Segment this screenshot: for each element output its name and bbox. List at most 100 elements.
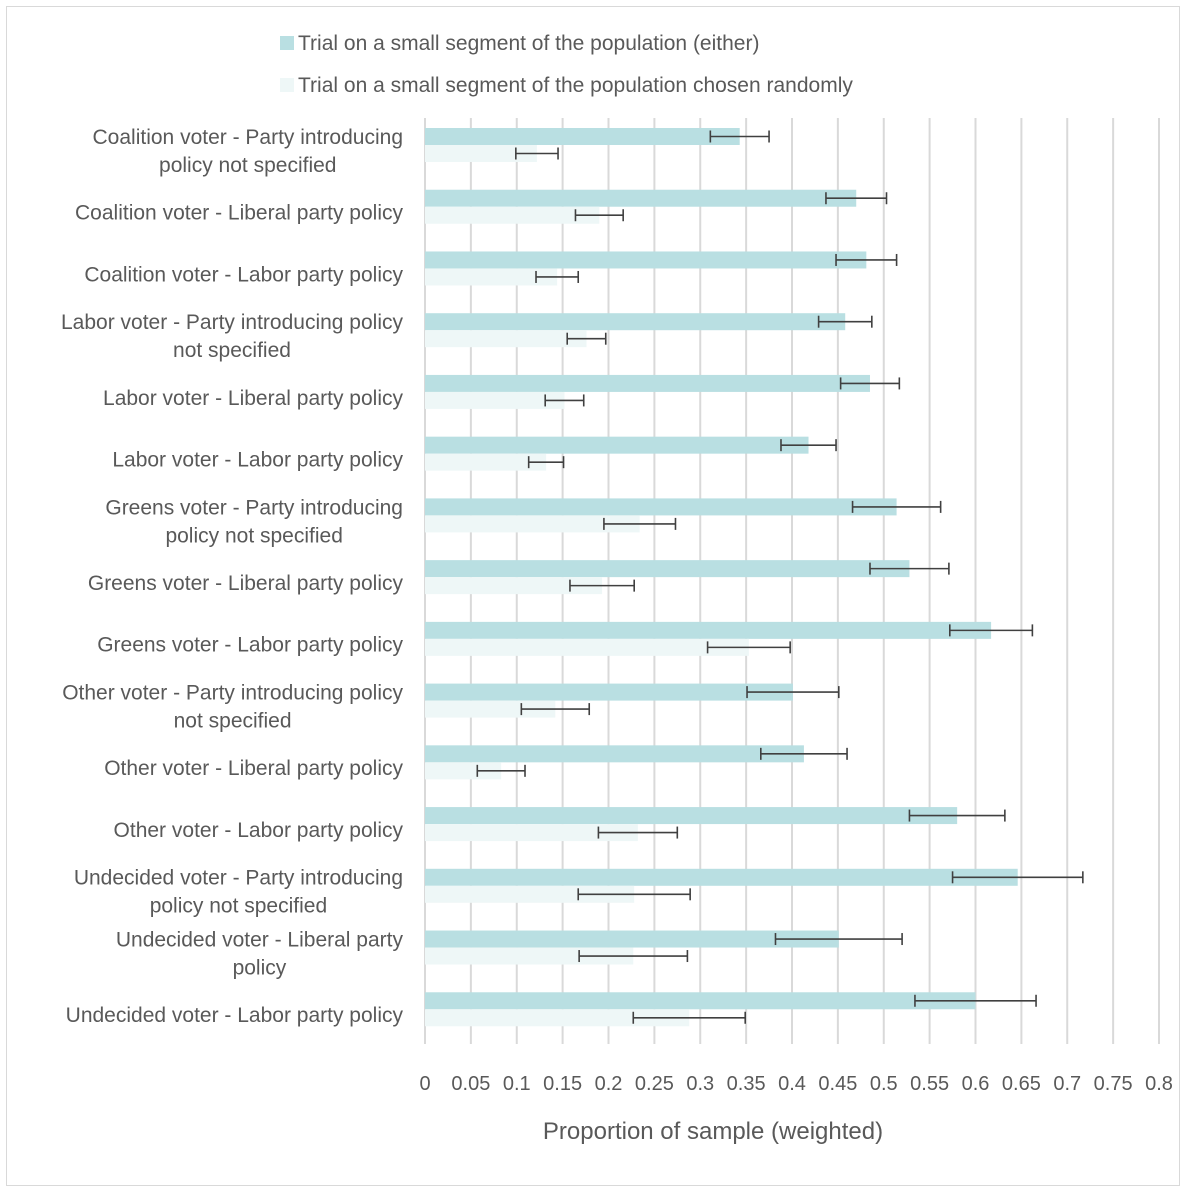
bar-series1-13 bbox=[425, 930, 839, 948]
category-label-line: not specified bbox=[173, 339, 291, 362]
category-label-line: policy not specified bbox=[159, 154, 336, 177]
error-bar-series1-9 bbox=[746, 686, 840, 699]
category-label-line: Coalition voter - Labor party policy bbox=[84, 263, 403, 286]
x-tick-label-8: 0.4 bbox=[778, 1073, 806, 1095]
category-label-line: not specified bbox=[174, 709, 292, 732]
category-label-line: Other voter - Liberal party policy bbox=[104, 757, 403, 780]
bar-series1-14 bbox=[425, 992, 976, 1010]
bar-series2-11 bbox=[425, 824, 638, 842]
category-label-line: policy not specified bbox=[165, 524, 342, 547]
error-bar-series2-14 bbox=[632, 1011, 747, 1024]
error-bar-series1-14 bbox=[914, 994, 1037, 1007]
error-bar-series1-10 bbox=[760, 747, 848, 760]
category-label-line: Other voter - Labor party policy bbox=[114, 819, 404, 842]
category-label-5: Labor voter - Labor party policy bbox=[112, 449, 403, 472]
category-label-line: Labor voter - Liberal party policy bbox=[103, 387, 403, 410]
x-tick-label-9: 0.45 bbox=[818, 1073, 857, 1095]
bar-series2-7 bbox=[425, 577, 603, 595]
error-bar-series1-4 bbox=[839, 377, 901, 390]
bar-series2-0 bbox=[425, 145, 537, 162]
category-label-line: Labor voter - Party introducing policy bbox=[61, 311, 403, 334]
bar-series2-1 bbox=[425, 206, 600, 224]
category-label-line: Undecided voter - Liberal party bbox=[116, 928, 404, 951]
legend-swatch-1 bbox=[280, 36, 294, 50]
x-tick-label-3: 0.15 bbox=[543, 1073, 582, 1095]
category-label-3: Labor voter - Party introducing policy no… bbox=[61, 311, 403, 362]
x-tick-label-1: 0.05 bbox=[451, 1073, 490, 1095]
x-tick-label-16: 0.8 bbox=[1145, 1073, 1173, 1095]
error-bar-series2-2 bbox=[535, 270, 580, 283]
category-label-14: Undecided voter - Labor party policy bbox=[66, 1004, 404, 1027]
bar-series2-6 bbox=[425, 515, 640, 533]
error-bar-series2-1 bbox=[574, 209, 624, 222]
error-bar-series2-4 bbox=[544, 394, 585, 407]
bar-series1-8 bbox=[425, 621, 992, 639]
category-label-line: policy bbox=[233, 956, 287, 979]
bar-series2-4 bbox=[425, 391, 565, 409]
category-label-line: policy not specified bbox=[150, 895, 327, 918]
x-tick-label-13: 0.65 bbox=[1002, 1073, 1041, 1095]
x-tick-label-4: 0.2 bbox=[595, 1073, 623, 1095]
error-bar-series1-0 bbox=[709, 130, 770, 143]
category-label-line: Labor voter - Labor party policy bbox=[112, 449, 403, 472]
error-bar-series2-5 bbox=[527, 456, 565, 469]
x-tick-label-14: 0.7 bbox=[1053, 1073, 1081, 1095]
category-label-line: Coalition voter - Liberal party policy bbox=[75, 202, 403, 225]
bar-series2-9 bbox=[425, 700, 556, 718]
x-axis-title: Proportion of sample (weighted) bbox=[543, 1118, 883, 1145]
error-bar-series2-13 bbox=[578, 950, 689, 963]
legend-label-1: Trial on a small segment of the populati… bbox=[298, 32, 759, 55]
x-tick-label-5: 0.25 bbox=[635, 1073, 674, 1095]
category-label-2: Coalition voter - Labor party policy bbox=[84, 263, 403, 286]
category-label-12: Undecided voter - Party introducing polic… bbox=[74, 867, 403, 918]
category-label-line: Undecided voter - Party introducing bbox=[74, 867, 403, 890]
category-labels: Coalition voter - Party introducing polic… bbox=[61, 126, 403, 1027]
bar-series1-9 bbox=[425, 683, 793, 701]
error-bar-series1-12 bbox=[951, 871, 1084, 884]
legend-item-1: Trial on a small segment of the populati… bbox=[280, 32, 759, 55]
bar-series2-8 bbox=[425, 638, 749, 656]
category-label-line: Greens voter - Liberal party policy bbox=[88, 572, 404, 595]
legend-item-2: Trial on a small segment of the populati… bbox=[280, 74, 853, 97]
x-tick-label-11: 0.55 bbox=[910, 1073, 949, 1095]
bar-series1-10 bbox=[425, 745, 804, 763]
category-label-line: Greens voter - Party introducing bbox=[105, 496, 403, 519]
error-bar-series1-5 bbox=[780, 439, 837, 452]
category-label-7: Greens voter - Liberal party policy bbox=[88, 572, 404, 595]
bar-series2-2 bbox=[425, 268, 558, 286]
category-label-4: Labor voter - Liberal party policy bbox=[103, 387, 403, 410]
legend-swatch-2 bbox=[280, 78, 294, 92]
error-bar-series2-7 bbox=[569, 579, 635, 592]
category-label-9: Other voter - Party introducing policy no… bbox=[62, 681, 403, 732]
bar-series2-10 bbox=[425, 762, 502, 780]
error-bar-series2-10 bbox=[476, 764, 526, 777]
category-label-line: Undecided voter - Labor party policy bbox=[66, 1004, 404, 1027]
error-bar-series1-8 bbox=[949, 624, 1034, 637]
x-tick-label-0: 0 bbox=[419, 1073, 430, 1095]
bar-series1-3 bbox=[425, 313, 846, 331]
bar-series1-0 bbox=[425, 128, 740, 145]
error-bar-series2-9 bbox=[520, 703, 591, 716]
error-bar-series2-8 bbox=[706, 641, 791, 654]
bar-series1-5 bbox=[425, 436, 809, 454]
error-bar-series2-0 bbox=[515, 147, 559, 160]
bars bbox=[425, 128, 1018, 1027]
bar-series1-2 bbox=[425, 251, 867, 269]
category-label-13: Undecided voter - Liberal party policy bbox=[116, 928, 404, 979]
error-bars bbox=[476, 130, 1084, 1024]
category-label-6: Greens voter - Party introducing policy n… bbox=[105, 496, 403, 547]
legend-label-2: Trial on a small segment of the populati… bbox=[298, 74, 853, 97]
bar-series2-12 bbox=[425, 885, 635, 903]
category-label-8: Greens voter - Labor party policy bbox=[97, 634, 403, 657]
bar-series2-13 bbox=[425, 947, 634, 965]
bar-series2-5 bbox=[425, 453, 547, 471]
error-bar-series1-6 bbox=[851, 500, 942, 513]
error-bar-series1-13 bbox=[774, 933, 903, 946]
bar-series1-1 bbox=[425, 189, 857, 207]
x-tick-labels: 0 0.05 0.1 0.15 0.2 0.25 0.3 0.35 0.4 0.45 0.5 0.55… bbox=[419, 1073, 1172, 1095]
x-tick-label-15: 0.75 bbox=[1094, 1073, 1133, 1095]
category-label-10: Other voter - Liberal party policy bbox=[104, 757, 403, 780]
bar-series1-12 bbox=[425, 868, 1018, 886]
bar-series2-14 bbox=[425, 1009, 690, 1027]
x-tick-label-7: 0.35 bbox=[727, 1073, 766, 1095]
